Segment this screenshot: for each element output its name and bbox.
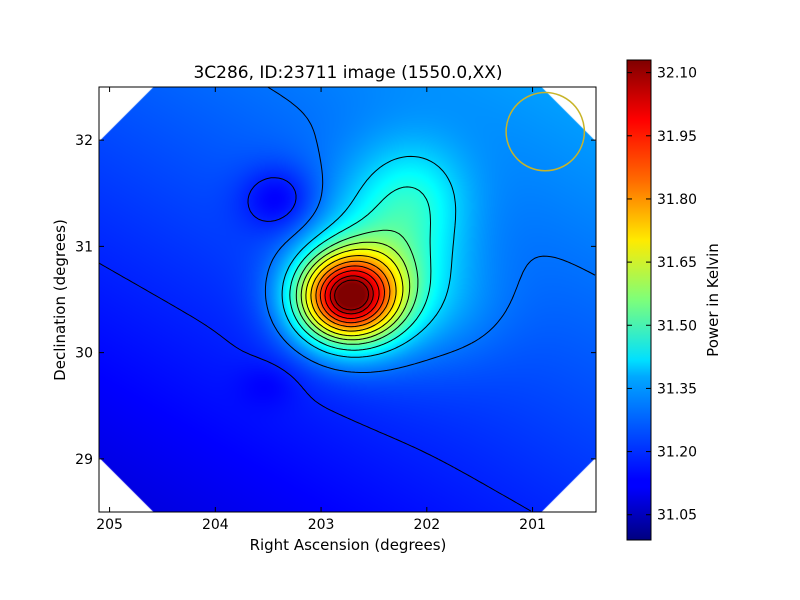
- beam-circle: [505, 91, 586, 172]
- y-tick-label: 30: [75, 346, 93, 362]
- x-tick-label: 201: [519, 517, 546, 533]
- x-tick-label: 203: [308, 517, 335, 533]
- colorbar-tick-label: 31.05: [657, 508, 697, 524]
- contour-line: [334, 279, 369, 311]
- colorbar-tick-label: 31.35: [657, 381, 697, 397]
- colorbar-label: Power in Kelvin: [704, 243, 722, 357]
- colorbar-tick-label: 32.10: [657, 66, 697, 82]
- plot-frame: [98, 86, 597, 513]
- y-axis: 29 30 31 32: [75, 133, 596, 468]
- contour-line: [264, 86, 596, 373]
- colorbar-tick-label: 31.80: [657, 192, 697, 208]
- colorbar: 31.05 31.20 31.35 31.50 31.65 31.80 31.95 32.10…: [626, 59, 722, 541]
- chart-title: 3C286, ID:23711 image (1550.0,XX): [193, 63, 502, 83]
- contour-line: [295, 229, 419, 345]
- colorbar-tick-label: 31.65: [657, 255, 697, 271]
- contour-line: [310, 255, 397, 332]
- heatmap-image: [99, 87, 596, 512]
- contour-line: [305, 248, 404, 337]
- plot-area: [98, 86, 597, 513]
- contour-line: [319, 265, 385, 324]
- x-tick-label: 202: [413, 517, 440, 533]
- contour-line: [315, 260, 391, 328]
- y-tick-label: 29: [75, 452, 93, 468]
- y-tick-label: 31: [75, 239, 93, 255]
- colorbar-tick-label: 31.20: [657, 445, 697, 461]
- y-axis-label: Declination (degrees): [51, 219, 69, 381]
- contour-line: [324, 270, 380, 319]
- contour-lines: [98, 86, 596, 512]
- contour-line: [289, 186, 432, 351]
- colorbar-gradient: [626, 59, 652, 541]
- colorbar-ticks: 31.05 31.20 31.35 31.50 31.65 31.80 31.95 32.10: [627, 66, 697, 524]
- contour-line: [281, 155, 457, 358]
- y-tick-label: 32: [75, 133, 93, 149]
- colorbar-tick-label: 31.50: [657, 318, 697, 334]
- contour-line: [98, 177, 532, 512]
- x-axis-label: Right Ascension (degrees): [250, 536, 447, 554]
- colorbar-tick-label: 31.95: [657, 129, 697, 145]
- x-tick-label: 204: [202, 517, 229, 533]
- x-axis: 205 204 203 202 201: [96, 87, 546, 533]
- contour-line: [300, 241, 411, 341]
- x-tick-label: 205: [96, 517, 123, 533]
- contour-line: [329, 275, 374, 315]
